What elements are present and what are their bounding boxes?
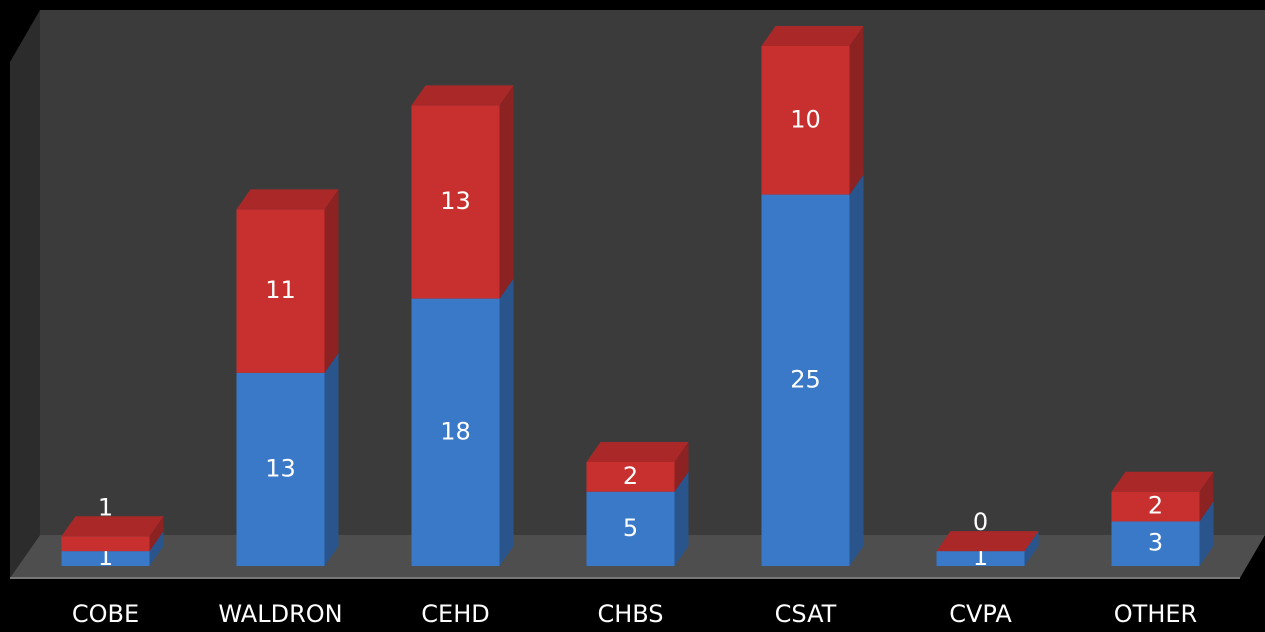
bar	[236, 209, 325, 373]
x-tick-label: COBE	[72, 600, 139, 628]
data-label: 2	[1148, 492, 1163, 520]
bar-side	[499, 85, 514, 299]
bar-side	[324, 352, 339, 566]
bar-top	[761, 26, 864, 46]
bar	[411, 105, 500, 299]
x-tick-label: CHBS	[597, 600, 663, 628]
bar-side	[1199, 501, 1214, 566]
bar	[61, 551, 150, 566]
data-label: 18	[440, 417, 471, 445]
x-tick-label: CVPA	[949, 600, 1012, 628]
bar-side	[674, 442, 689, 492]
bar	[411, 298, 500, 566]
bar-top	[236, 189, 339, 210]
data-label: 1	[98, 493, 113, 521]
bar-side	[849, 26, 864, 195]
bar-side	[674, 471, 689, 566]
bar	[236, 372, 325, 566]
bar	[761, 46, 850, 195]
bar	[586, 491, 675, 566]
data-label: 5	[623, 514, 638, 542]
bar-side	[499, 278, 514, 566]
bar	[61, 536, 150, 552]
data-label: 25	[790, 365, 821, 393]
data-label: 11	[265, 276, 296, 304]
x-tick-label: CEHD	[421, 600, 489, 628]
bar-side	[149, 516, 164, 552]
bar-side	[1199, 471, 1214, 522]
bar-side	[1024, 531, 1039, 566]
back-wall	[40, 10, 1265, 535]
side-wall	[10, 10, 40, 578]
data-label: 10	[790, 105, 821, 133]
bar	[1111, 521, 1200, 566]
bar-top	[586, 442, 689, 462]
data-label: 3	[1148, 529, 1163, 557]
bar-side	[324, 189, 339, 373]
bar	[586, 462, 675, 492]
x-tick-label: CSAT	[775, 600, 837, 628]
bar-top	[1111, 471, 1214, 492]
bar-top	[61, 516, 164, 537]
data-label: 13	[440, 187, 471, 215]
bar	[1111, 491, 1200, 522]
x-tick-label: OTHER	[1114, 600, 1197, 628]
bar-top	[411, 85, 514, 106]
bar-side	[149, 531, 164, 566]
data-label: 0	[973, 508, 988, 536]
x-tick-label: WALDRON	[218, 600, 342, 628]
bar-top	[936, 531, 1039, 552]
bar	[936, 551, 1025, 566]
bar	[761, 194, 850, 567]
data-label: 13	[265, 454, 296, 482]
data-label: 2	[623, 462, 638, 490]
bar-side	[849, 174, 864, 567]
